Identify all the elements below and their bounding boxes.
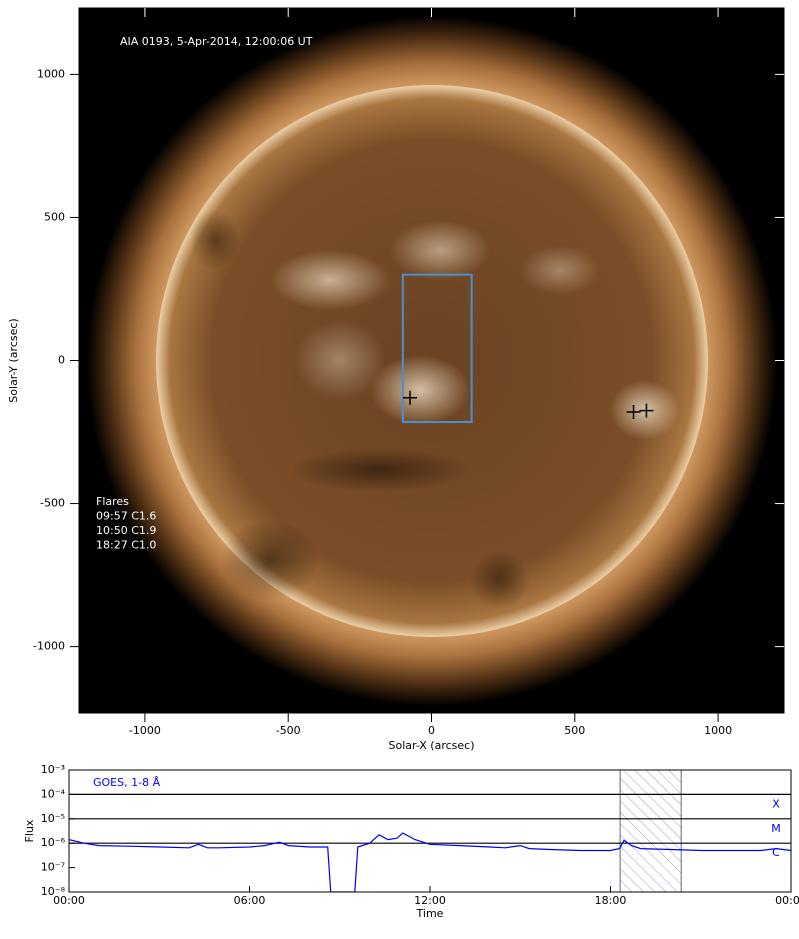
x-tick-label: -1000 (129, 724, 161, 737)
y-tick-label: 10⁻³ (41, 763, 65, 776)
threshold-label: M (771, 822, 781, 835)
y-tick-label: 500 (44, 210, 65, 223)
flare-annotation: 10:50 C1.9 (96, 524, 156, 537)
y-axis-label: Flux (23, 819, 36, 842)
y-tick-label: 1000 (37, 67, 65, 80)
plot-background (69, 770, 791, 892)
x-tick-label: 00:00 (775, 894, 799, 907)
x-axis-label: Solar-X (arcsec) (389, 739, 475, 752)
flare-marker (403, 390, 418, 405)
y-tick-label: 10⁻⁷ (41, 861, 65, 874)
threshold-label: X (772, 797, 780, 810)
y-axis-label: Solar-Y (arcsec) (7, 318, 20, 402)
y-tick-label: 10⁻⁴ (41, 787, 66, 800)
y-tick-label: 10⁻⁸ (41, 885, 66, 898)
region-box (401, 273, 473, 424)
x-axis-label: Time (416, 907, 444, 920)
y-tick-label: -500 (40, 497, 65, 510)
x-tick-label: 06:00 (234, 894, 266, 907)
flare-marker (639, 403, 654, 418)
x-tick-label: 12:00 (414, 894, 446, 907)
y-tick-label: -1000 (33, 640, 65, 653)
x-tick-label: 500 (564, 724, 585, 737)
x-tick-label: 0 (428, 724, 435, 737)
x-tick-label: 18:00 (595, 894, 627, 907)
flare-annotation: 18:27 C1.0 (96, 539, 156, 552)
x-tick-label: 00:00 (53, 894, 85, 907)
x-tick-label: 1000 (704, 724, 732, 737)
x-tick-label: -500 (276, 724, 301, 737)
flare-annotation: 09:57 C1.6 (96, 510, 156, 523)
threshold-label: C (772, 846, 780, 859)
flare-annotation: Flares (96, 495, 129, 508)
flare-marker (626, 405, 641, 420)
line-group (69, 832, 791, 892)
chart-title: GOES, 1-8 Å (93, 776, 161, 789)
y-tick-label: 0 (58, 354, 65, 367)
image-title: AIA 0193, 5-Apr-2014, 12:00:06 UT (120, 35, 313, 48)
y-tick-label: 10⁻⁵ (41, 812, 65, 825)
flux-line (69, 832, 791, 892)
y-tick-label: 10⁻⁶ (41, 836, 66, 849)
solar-image (79, 8, 784, 713)
highlight-window (619, 769, 682, 893)
